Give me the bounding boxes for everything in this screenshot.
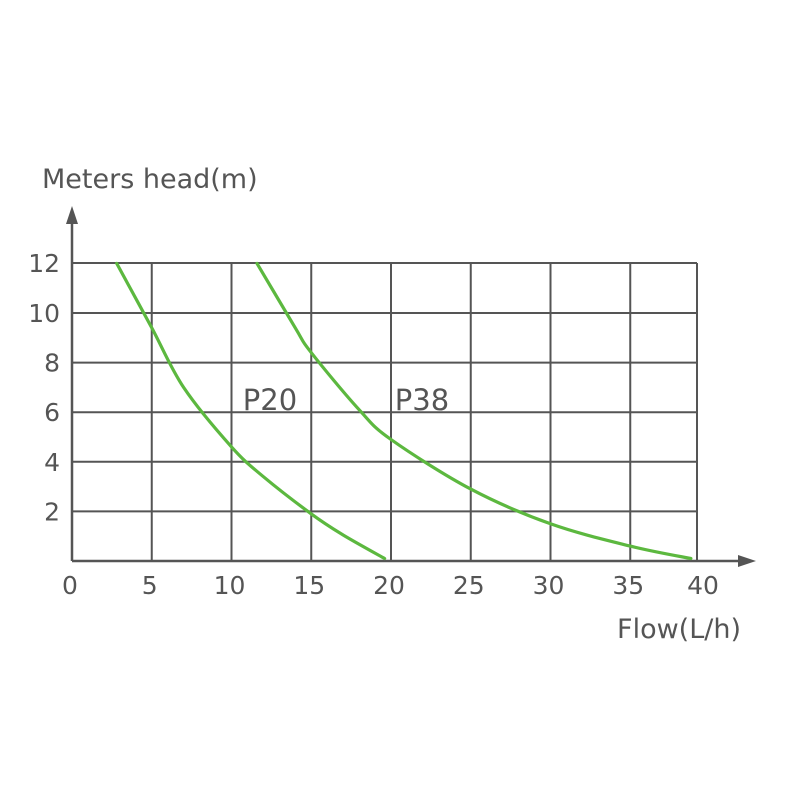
x-tick-label: 25 bbox=[453, 571, 485, 600]
y-axis-title: Meters head(m) bbox=[42, 164, 258, 195]
x-axis-arrow bbox=[738, 555, 756, 567]
y-axis-arrow bbox=[66, 206, 78, 224]
x-tick-label: 40 bbox=[687, 571, 719, 600]
series-curves: P20 P38 bbox=[115, 261, 693, 561]
series-label-p38: P38 bbox=[395, 383, 449, 417]
x-tick-label: 15 bbox=[293, 571, 325, 600]
x-tick-label: 20 bbox=[373, 571, 405, 600]
y-tick-label: 8 bbox=[44, 349, 60, 378]
grid bbox=[72, 262, 698, 561]
axes bbox=[66, 206, 756, 567]
x-tick-label: 5 bbox=[142, 571, 158, 600]
tick-labels: 0 5 10 15 20 25 30 35 40 2 4 6 8 10 12 bbox=[28, 249, 719, 600]
x-tick-label: 30 bbox=[533, 571, 565, 600]
y-tick-label: 6 bbox=[44, 398, 60, 427]
x-tick-label: 0 bbox=[62, 571, 78, 600]
curve-p38 bbox=[255, 261, 693, 561]
y-tick-label: 12 bbox=[28, 249, 60, 278]
x-tick-label: 35 bbox=[612, 571, 644, 600]
curve-p20 bbox=[115, 261, 387, 561]
series-label-p20: P20 bbox=[243, 383, 297, 417]
y-tick-label: 4 bbox=[44, 448, 60, 477]
y-tick-label: 10 bbox=[28, 299, 60, 328]
x-tick-label: 10 bbox=[214, 571, 246, 600]
x-axis-title: Flow(L/h) bbox=[617, 614, 741, 645]
y-tick-label: 2 bbox=[44, 497, 60, 526]
